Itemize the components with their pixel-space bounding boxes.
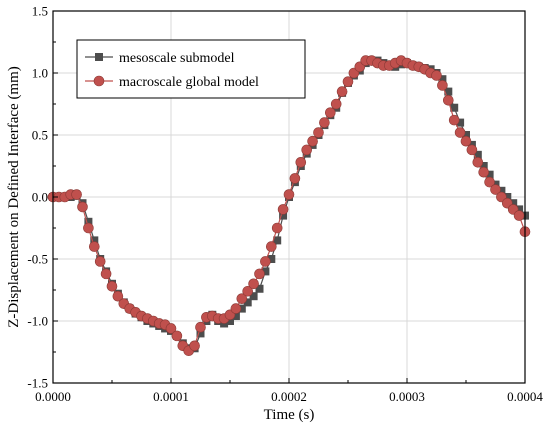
data-point xyxy=(94,256,106,267)
data-point xyxy=(226,317,234,325)
legend-marker xyxy=(93,75,105,87)
data-point xyxy=(454,127,466,138)
data-point xyxy=(260,256,271,267)
data-point xyxy=(462,131,470,139)
axis-ticks xyxy=(52,10,526,384)
data-point xyxy=(342,76,354,87)
legend-symbol-mesoscale xyxy=(85,53,113,61)
data-point xyxy=(279,211,288,220)
data-point xyxy=(437,80,448,91)
data-point xyxy=(444,87,453,96)
data-point xyxy=(71,189,82,200)
data-point xyxy=(254,268,265,280)
data-point xyxy=(289,173,301,184)
y-tick-label: 0.5 xyxy=(32,128,48,143)
data-point xyxy=(77,201,88,213)
series-layer xyxy=(47,55,531,357)
y-tick-label: 1.5 xyxy=(32,4,48,19)
legend-label-mesoscale: mesoscale submodel xyxy=(119,51,235,66)
data-point xyxy=(236,293,248,304)
data-point xyxy=(165,323,177,334)
y-tick-label: 0.0 xyxy=(32,190,48,205)
data-point xyxy=(515,205,524,214)
data-point xyxy=(472,156,484,168)
data-point xyxy=(473,150,482,159)
data-point xyxy=(497,186,506,195)
data-point xyxy=(248,278,259,290)
data-point xyxy=(319,117,330,128)
x-tick-label: 0.0004 xyxy=(507,389,543,404)
series-macroscale xyxy=(47,55,531,357)
x-tick-label: 0.0003 xyxy=(389,389,425,404)
data-point xyxy=(336,86,348,97)
data-point xyxy=(84,217,93,226)
tick-labels: 0.0000 0.0001 0.0002 0.0003 0.0004 -1.5 -1.0 -0… xyxy=(27,4,543,405)
data-point xyxy=(83,222,94,234)
data-point xyxy=(513,210,525,221)
data-point xyxy=(431,70,442,81)
data-point xyxy=(249,292,258,301)
data-point xyxy=(509,199,518,208)
data-point xyxy=(283,189,295,200)
data-point xyxy=(466,144,478,156)
data-point xyxy=(503,193,512,201)
data-point xyxy=(479,162,488,170)
data-point xyxy=(231,312,240,321)
legend-marker xyxy=(95,53,103,61)
data-point xyxy=(243,298,252,307)
legend-label-macroscale: macroscale global model xyxy=(119,75,259,90)
y-axis-label: Z-Displacement on Defined Interface (mm) xyxy=(6,66,22,328)
x-tick-label: 0.0002 xyxy=(271,389,307,404)
data-point xyxy=(189,340,200,352)
data-point xyxy=(301,144,313,156)
data-point xyxy=(255,284,264,293)
data-point xyxy=(196,329,205,338)
data-point xyxy=(330,98,342,110)
data-point xyxy=(237,304,246,313)
data-point xyxy=(460,135,472,147)
y-tick-label: -0.5 xyxy=(27,252,48,267)
data-point xyxy=(313,127,324,138)
data-point xyxy=(456,118,465,127)
data-point xyxy=(324,107,336,118)
data-point xyxy=(307,135,318,147)
x-tick-label: 0.0000 xyxy=(35,389,71,404)
legend: mesoscale submodel macroscale global mod… xyxy=(76,39,306,99)
data-point xyxy=(242,285,253,297)
data-point xyxy=(273,236,282,245)
data-point xyxy=(295,156,307,168)
data-point xyxy=(478,166,490,178)
data-point xyxy=(490,184,501,195)
y-tick-label: 1.0 xyxy=(32,66,48,81)
legend-symbol-macroscale xyxy=(85,75,113,87)
x-tick-label: 0.0001 xyxy=(153,389,189,404)
data-point xyxy=(90,236,99,245)
data-point xyxy=(89,241,100,252)
legend-box xyxy=(76,39,306,99)
data-point xyxy=(277,204,289,215)
data-point xyxy=(230,303,242,314)
data-point xyxy=(438,75,447,84)
x-axis-label: Time (s) xyxy=(264,407,315,423)
data-point xyxy=(448,114,460,126)
data-point xyxy=(195,321,206,333)
data-point xyxy=(485,170,494,179)
data-point xyxy=(267,255,276,263)
y-tick-label: -1.5 xyxy=(27,376,48,391)
data-point xyxy=(265,241,277,252)
data-point xyxy=(261,267,270,276)
data-point xyxy=(271,222,283,234)
data-point xyxy=(484,176,495,188)
data-point xyxy=(112,290,124,302)
data-point xyxy=(442,94,454,106)
data-point xyxy=(450,103,459,112)
data-point xyxy=(106,280,118,292)
data-point xyxy=(100,268,112,280)
y-tick-label: -1.0 xyxy=(27,314,48,329)
data-point xyxy=(171,330,183,342)
